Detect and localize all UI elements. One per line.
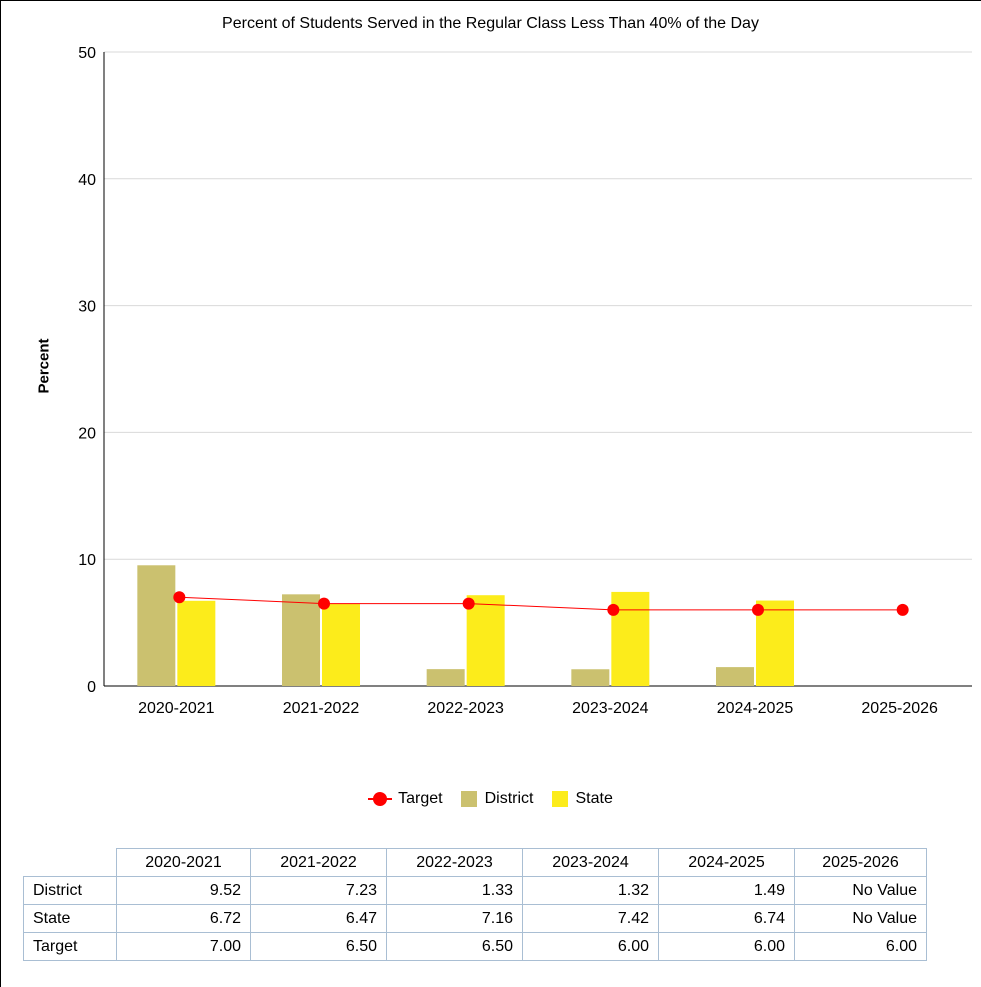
target-point: [318, 597, 330, 610]
y-tick-label: 20: [78, 425, 96, 442]
y-tick-label: 10: [78, 552, 96, 569]
table-row: State 6.72 6.47 7.16 7.42 6.74 No Value: [23, 904, 927, 933]
target-point: [462, 597, 475, 610]
bar-district: [426, 669, 465, 686]
chart-plot: 0 10 20 30 40 50 2020-2021 2021-2022 2022-2023 20…: [78, 45, 972, 717]
y-tick-label: 30: [78, 299, 96, 316]
legend-swatch-state: [551, 791, 568, 807]
table-col-header: 2024-2025: [658, 848, 795, 877]
bar-district: [137, 565, 176, 686]
bar-state: [177, 600, 216, 686]
legend-item-target: Target: [368, 790, 443, 808]
table-cell: No Value: [794, 904, 927, 933]
x-tick-label: 2021-2022: [283, 700, 360, 717]
y-tick-label: 40: [78, 172, 96, 189]
table-cell: 1.33: [386, 876, 523, 905]
table-cell: 7.16: [386, 904, 523, 933]
table-cell: 6.00: [522, 932, 659, 961]
table-cell: 6.50: [386, 932, 523, 961]
target-point: [607, 603, 620, 616]
table-col-header: 2023-2024: [522, 848, 659, 877]
table-row: District 9.52 7.23 1.33 1.32 1.49 No Val…: [23, 876, 927, 905]
table-corner: [23, 848, 117, 877]
legend-swatch-district: [460, 791, 477, 807]
x-tick-label: 2024-2025: [717, 700, 794, 717]
table-cell: 6.00: [658, 932, 795, 961]
bar-district: [716, 667, 754, 686]
legend-label-state: State: [575, 790, 613, 807]
table-cell: 7.23: [250, 876, 387, 905]
table-cell: 1.49: [658, 876, 795, 905]
x-tick-label: 2025-2026: [861, 700, 938, 717]
x-tick-label: 2023-2024: [572, 700, 649, 717]
table-cell: 6.50: [250, 932, 387, 961]
bar-district: [282, 594, 320, 686]
table-cell: 6.74: [658, 904, 795, 933]
table-col-header: 2022-2023: [386, 848, 523, 877]
x-tick-label: 2020-2021: [138, 700, 215, 717]
legend: Target District State: [0, 790, 981, 808]
table-cell: 7.00: [116, 932, 251, 961]
target-point: [896, 603, 909, 616]
legend-item-district: District: [460, 790, 534, 808]
y-tick-label: 50: [78, 45, 96, 62]
table-cell: 1.32: [522, 876, 659, 905]
table-col-header: 2025-2026: [794, 848, 927, 877]
target-line: [179, 596, 903, 611]
chart-title: Percent of Students Served in the Regula…: [222, 15, 759, 32]
table-row-label: State: [23, 904, 117, 933]
table-col-header: 2021-2022: [250, 848, 387, 877]
table-col-header: 2020-2021: [116, 848, 251, 877]
bar-state: [756, 600, 794, 686]
table-cell: 9.52: [116, 876, 251, 905]
target-point: [752, 603, 764, 616]
bar-state: [322, 603, 360, 686]
y-tick-label: 0: [87, 679, 96, 696]
data-table: 2020-2021 2021-2022 2022-2023 2023-2024 …: [23, 848, 927, 961]
table-row: Target 7.00 6.50 6.50 6.00 6.00 6.00: [23, 932, 927, 961]
bar-district: [571, 669, 610, 686]
bar-state: [466, 595, 505, 686]
table-cell: 6.72: [116, 904, 251, 933]
legend-item-state: State: [551, 790, 613, 808]
table-row-label: District: [23, 876, 117, 905]
table-header-row: 2020-2021 2021-2022 2022-2023 2023-2024 …: [23, 848, 927, 877]
legend-label-district: District: [484, 790, 534, 807]
x-tick-label: 2022-2023: [427, 700, 504, 717]
legend-label-target: Target: [398, 790, 443, 807]
legend-target-marker: [368, 791, 393, 807]
table-cell: 7.42: [522, 904, 659, 933]
table-cell: No Value: [794, 876, 927, 905]
table-row-label: Target: [23, 932, 117, 961]
table-cell: 6.47: [250, 904, 387, 933]
target-point: [173, 591, 186, 604]
table-cell: 6.00: [794, 932, 927, 961]
